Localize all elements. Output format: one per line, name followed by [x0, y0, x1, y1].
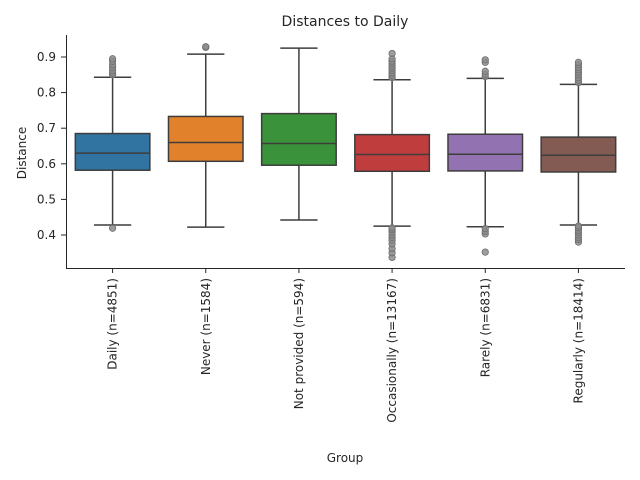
outlier-point	[108, 55, 117, 63]
x-tick-label: Occasionally (n=13167)	[385, 278, 399, 423]
outlier-point	[108, 224, 117, 232]
box-group	[447, 56, 524, 256]
box-group	[354, 49, 431, 262]
box-group	[167, 43, 244, 228]
x-tick-label: Rarely (n=6831)	[478, 278, 492, 377]
x-tick-label: Regularly (n=18414)	[571, 278, 585, 403]
box-group	[74, 55, 151, 232]
chart-title: Distances to Daily	[282, 14, 409, 30]
outlier-point	[388, 224, 396, 232]
y-ticks: 0.4 0.5 0.6 0.7 0.8 0.9	[37, 50, 66, 242]
y-tick-label: 0.8	[37, 86, 56, 100]
outlier-point	[481, 67, 489, 75]
x-tick-label: Never (n=1584)	[199, 278, 213, 375]
iqr-box	[447, 133, 524, 172]
outlier-point	[388, 49, 396, 58]
x-axis-label: Group	[327, 451, 364, 465]
x-ticks: Daily (n=4851) Never (n=1584) Not provided…	[106, 268, 585, 423]
y-axis-label: Distance	[15, 127, 29, 179]
y-tick-label: 0.6	[37, 157, 56, 171]
iqr-box	[167, 115, 244, 163]
y-tick-label: 0.7	[37, 121, 56, 135]
outlier-point	[574, 222, 583, 230]
iqr-box	[354, 133, 431, 173]
boxes-layer	[74, 43, 617, 262]
y-tick-label: 0.4	[37, 228, 56, 242]
x-tick-label: Daily (n=4851)	[106, 278, 120, 370]
y-tick-label: 0.9	[37, 50, 56, 64]
y-tick-label: 0.5	[37, 192, 56, 206]
outlier-point	[481, 56, 489, 64]
outlier-point	[202, 43, 210, 51]
outlier-point	[481, 248, 489, 256]
outlier-point	[481, 224, 489, 233]
iqr-box	[260, 112, 337, 166]
box-group	[540, 58, 617, 246]
outlier-point	[574, 58, 583, 66]
iqr-box	[74, 132, 151, 171]
box-group	[260, 47, 337, 221]
x-tick-label: Not provided (n=594)	[292, 278, 306, 409]
